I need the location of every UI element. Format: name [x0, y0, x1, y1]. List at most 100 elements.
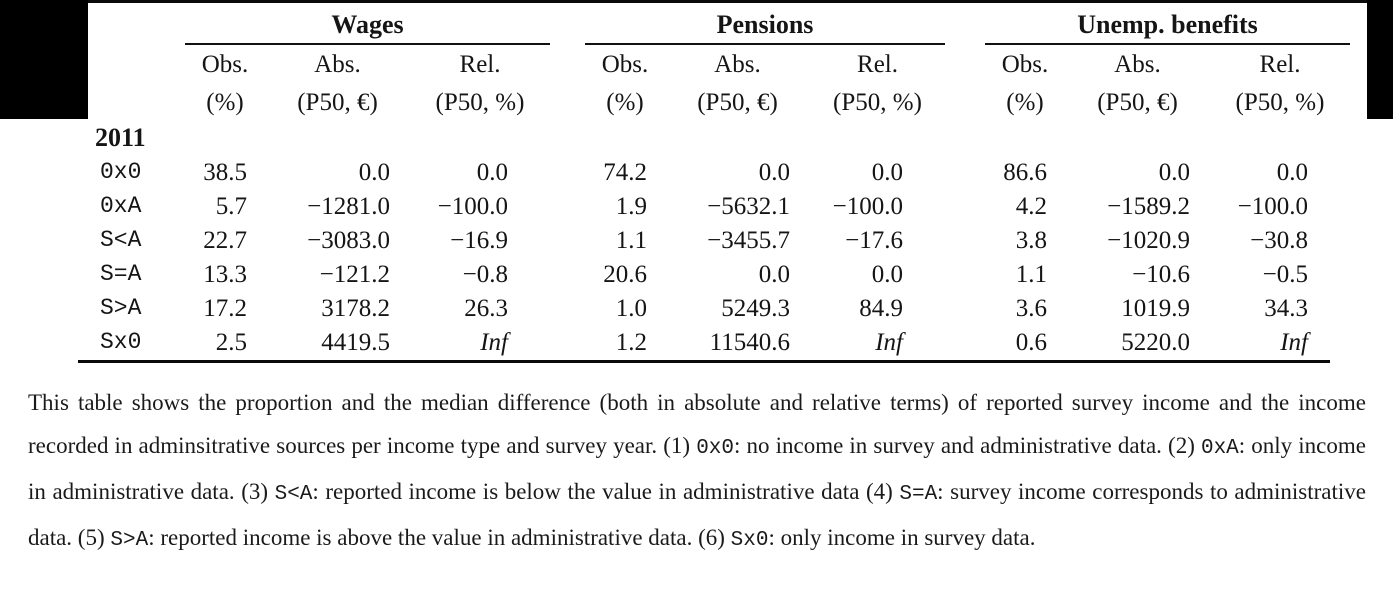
value-cell: 3178.2 [321, 294, 390, 322]
column-unit: (P50, €) [1097, 88, 1178, 116]
value-cell: −5632.1 [707, 192, 790, 220]
value-cell: 1019.9 [1121, 294, 1190, 322]
row-label: S>A [100, 294, 142, 321]
value-cell: −3083.0 [307, 226, 390, 254]
value-cell: 4.2 [1015, 192, 1047, 220]
value-cell: 3.6 [1015, 294, 1047, 322]
value-cell: −1589.2 [1107, 192, 1190, 220]
value-cell: −100.0 [1237, 192, 1308, 220]
value-cell: Inf [1280, 328, 1308, 356]
value-cell: −3455.7 [707, 226, 790, 254]
table-year-row: 2011 [78, 121, 1350, 155]
value-cell: −121.2 [319, 260, 390, 288]
value-cell: 1.0 [615, 294, 647, 322]
note-text: This table shows the proportion and the … [28, 390, 1366, 458]
value-cell: −0.5 [1262, 260, 1308, 288]
redaction-box-left [0, 0, 88, 119]
value-cell: −17.6 [845, 226, 903, 254]
value-cell: 0.0 [1276, 158, 1308, 186]
value-cell: −0.8 [462, 260, 508, 288]
group-header-wages: Wages [185, 3, 550, 45]
value-cell: 2.5 [215, 328, 247, 356]
category-code: 0x0 [696, 437, 734, 460]
value-cell: 17.2 [203, 294, 247, 322]
value-cell: 5249.3 [721, 294, 790, 322]
value-cell: 0.6 [1015, 328, 1047, 356]
value-cell: 0.0 [758, 158, 790, 186]
column-header: Abs. [314, 50, 361, 78]
value-cell: 1.1 [615, 226, 647, 254]
column-header: Rel. [857, 50, 898, 78]
column-header: Obs. [1001, 50, 1049, 78]
column-header: Abs. [1114, 50, 1161, 78]
value-cell: 34.3 [1264, 294, 1308, 322]
value-cell: 1.9 [615, 192, 647, 220]
value-cell: 5220.0 [1121, 328, 1190, 356]
category-code: S<A [274, 483, 313, 506]
value-cell: 0.0 [871, 260, 903, 288]
group-header-pensions: Pensions [585, 3, 945, 45]
table-row: 0xA 5.7 −1281.0 −100.0 1.9 −5632.1 −100.0 4.2 −1… [78, 189, 1350, 223]
value-cell: −100.0 [437, 192, 508, 220]
column-unit: (P50, %) [833, 88, 922, 116]
column-header: Obs. [201, 50, 249, 78]
value-cell: −16.9 [450, 226, 508, 254]
category-code: Sx0 [730, 529, 769, 552]
row-label: S<A [100, 226, 142, 253]
column-header: Abs. [714, 50, 761, 78]
year-label: 2011 [95, 123, 146, 152]
table-row: S>A 17.2 3178.2 26.3 1.0 5249.3 84.9 3.6 1019.9 3… [78, 291, 1350, 325]
column-unit: (P50, %) [1235, 88, 1325, 116]
redaction-box-right [1367, 0, 1393, 119]
value-cell: 0.0 [476, 158, 508, 186]
value-cell: Inf [875, 328, 903, 356]
column-unit: (%) [1006, 88, 1044, 116]
category-code: S=A [899, 483, 938, 506]
value-cell: 20.6 [603, 260, 647, 288]
value-cell: 0.0 [758, 260, 790, 288]
value-cell: 26.3 [464, 294, 508, 322]
value-cell: −1020.9 [1107, 226, 1190, 254]
table-body: 0x0 38.5 0.0 0.0 74.2 0.0 0.0 86.6 0.0 0.0 0xA 5.7 −… [78, 155, 1350, 359]
value-cell: 86.6 [1003, 158, 1047, 186]
row-label: Sx0 [100, 328, 142, 355]
spacer [945, 3, 985, 45]
note-text: : only income in administrative data. (3… [28, 433, 1366, 504]
value-cell: 3.8 [1015, 226, 1047, 254]
value-cell: −1281.0 [307, 192, 390, 220]
spacer [78, 3, 185, 45]
note-text: : reported income is above the value in … [148, 525, 731, 550]
table-row: 0x0 38.5 0.0 0.0 74.2 0.0 0.0 86.6 0.0 0.0 [78, 155, 1350, 189]
value-cell: −30.8 [1250, 226, 1308, 254]
table-note: This table shows the proportion and the … [28, 381, 1366, 562]
value-cell: 5.7 [215, 192, 247, 220]
table-group-header-row: Wages Pensions Unemp. benefits [78, 3, 1350, 45]
value-cell: −10.6 [1132, 260, 1190, 288]
value-cell: 22.7 [203, 226, 247, 254]
row-label: 0x0 [100, 158, 142, 185]
note-text: : survey income corresponds to administr… [28, 479, 1366, 550]
column-unit: (%) [606, 88, 644, 116]
value-cell: 0.0 [1158, 158, 1190, 186]
column-unit: (%) [206, 88, 244, 116]
category-code: 0xA [1200, 437, 1239, 460]
note-text: : no income in survey and administrative… [734, 433, 1201, 458]
column-unit: (P50, €) [297, 88, 378, 116]
table-column-name-row: Obs. Abs. Rel. Obs. Abs. Rel. Obs. Abs. … [78, 45, 1350, 83]
row-label: 0xA [100, 192, 142, 219]
value-cell: 38.5 [203, 158, 247, 186]
spacer [550, 3, 585, 45]
results-table: Wages Pensions Unemp. benefits Obs. Abs.… [78, 3, 1350, 363]
value-cell: 0.0 [871, 158, 903, 186]
note-text: : reported income is below the value in … [312, 479, 900, 504]
table-row: Sx0 2.5 4419.5 Inf 1.2 11540.6 Inf 0.6 5220.0 Inf [78, 325, 1350, 359]
value-cell: 84.9 [859, 294, 903, 322]
category-code: S>A [110, 529, 149, 552]
table-row: S<A 22.7 −3083.0 −16.9 1.1 −3455.7 −17.6 3.8 −10… [78, 223, 1350, 257]
table-row: S=A 13.3 −121.2 −0.8 20.6 0.0 0.0 1.1 −10.6 −0.5 [78, 257, 1350, 291]
value-cell: 4419.5 [321, 328, 390, 356]
column-unit: (P50, %) [435, 88, 525, 116]
value-cell: 74.2 [603, 158, 647, 186]
value-cell: −100.0 [832, 192, 903, 220]
column-header: Rel. [1259, 50, 1301, 78]
